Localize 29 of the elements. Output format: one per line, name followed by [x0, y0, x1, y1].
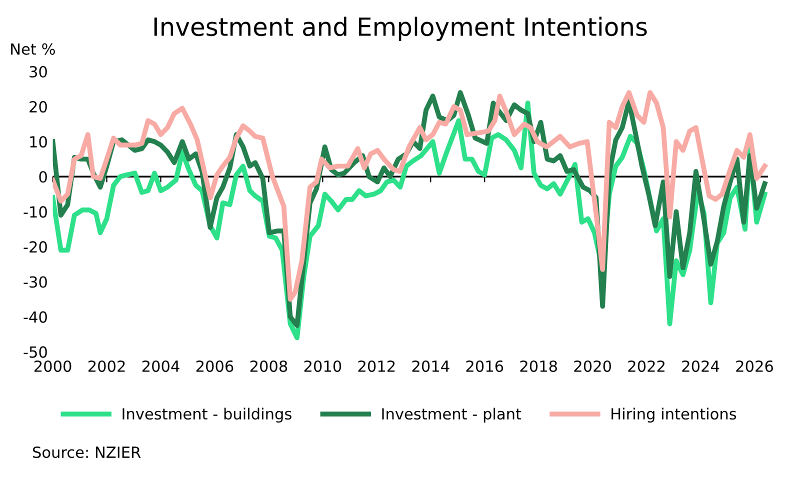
y-tick-label: 0: [39, 171, 47, 183]
x-tick-label: 2018: [520, 360, 557, 372]
source-note: Source: NZIER: [33, 446, 141, 458]
legend-label: Hiring intentions: [612, 408, 736, 423]
x-tick-label: 2006: [196, 360, 234, 372]
x-tick-label: 2014: [412, 360, 450, 372]
x-tick-label: 2024: [682, 360, 720, 372]
legend-label: Investment - plant: [382, 408, 522, 423]
legend-label: Investment - buildings: [122, 408, 292, 423]
y-tick-label: 10: [30, 136, 47, 148]
y-tick-label: -40: [24, 311, 47, 323]
y-axis-title: Net %: [11, 43, 55, 55]
y-tick-label: -10: [24, 206, 47, 218]
x-tick-label: 2002: [88, 360, 125, 372]
y-tick-label: 20: [30, 101, 47, 113]
y-tick-label: -50: [24, 346, 47, 358]
x-tick-label: 2020: [574, 360, 611, 372]
x-tick-label: 2022: [628, 360, 664, 372]
x-tick-label: 2016: [466, 360, 504, 372]
chart-title: Investment and Employment Intentions: [154, 16, 647, 41]
x-tick-label: 2010: [304, 360, 342, 372]
y-tick-label: -30: [24, 276, 47, 288]
x-tick-label: 2004: [142, 360, 180, 372]
y-tick-label: 30: [30, 66, 47, 78]
x-tick-label: 2008: [250, 360, 288, 372]
x-tick-label: 2000: [34, 360, 72, 372]
x-tick-label: 2012: [358, 360, 395, 372]
y-tick-label: -20: [24, 241, 47, 253]
x-tick-label: 2026: [736, 360, 773, 372]
